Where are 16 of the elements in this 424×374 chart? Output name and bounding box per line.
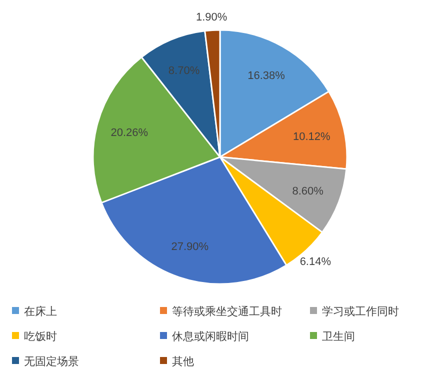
legend-label: 卫生间 (322, 330, 355, 343)
data-label: 6.14% (300, 256, 332, 268)
data-label: 1.90% (196, 11, 228, 24)
legend-label: 等待或乘坐交通工具时 (172, 305, 282, 318)
legend-label: 其他 (172, 355, 194, 368)
data-label: 10.12% (292, 131, 331, 144)
legend-label: 学习或工作同时 (322, 305, 399, 318)
legend-label: 无固定场景 (24, 355, 79, 368)
legend-label: 休息或闲暇时间 (172, 330, 249, 343)
data-label: 8.60% (292, 185, 324, 198)
data-label: 16.38% (248, 70, 286, 82)
legend-label: 在床上 (24, 305, 57, 318)
legend-label: 吃饭时 (24, 330, 57, 343)
data-label: 8.70% (168, 65, 200, 78)
data-label: 27.90% (171, 241, 209, 254)
data-label: 20.26% (110, 127, 148, 140)
